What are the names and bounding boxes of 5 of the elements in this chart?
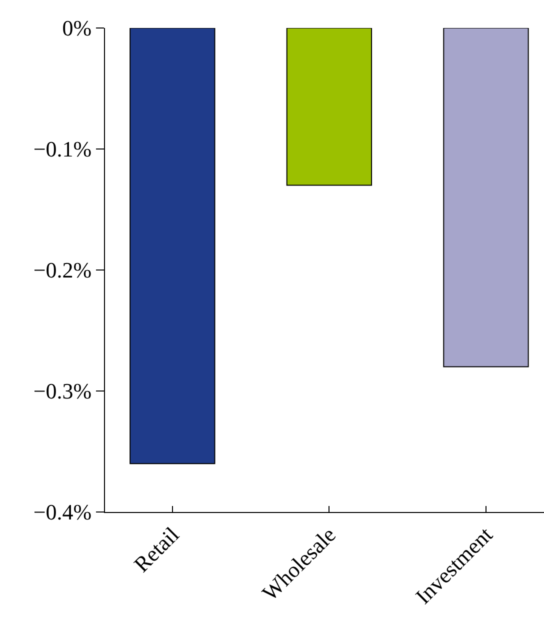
y-tick-label: 0% [62,16,92,41]
y-tick-label: −0.3% [33,378,92,404]
y-tick-label: −0.4% [33,500,92,525]
y-tick-label: −0.1% [33,136,92,162]
y-tick-label: −0.2% [33,258,92,283]
